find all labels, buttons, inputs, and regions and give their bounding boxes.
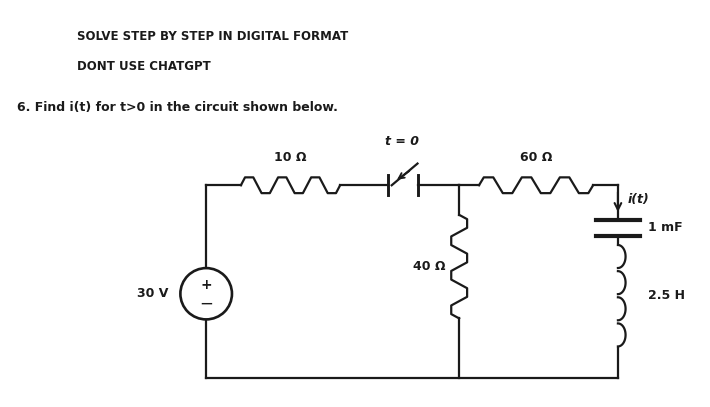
Text: 60 Ω: 60 Ω [520,151,552,164]
Text: +: + [200,278,212,292]
Text: 10 Ω: 10 Ω [274,151,307,164]
Text: 30 V: 30 V [137,287,168,300]
Text: DONT USE CHATGPT: DONT USE CHATGPT [77,60,211,73]
Text: SOLVE STEP BY STEP IN DIGITAL FORMAT: SOLVE STEP BY STEP IN DIGITAL FORMAT [77,31,349,44]
Text: −: − [200,295,213,313]
Text: 6. Find i(t) for t>0 in the circuit shown below.: 6. Find i(t) for t>0 in the circuit show… [16,101,337,114]
Text: 1 mF: 1 mF [648,221,682,234]
Text: 40 Ω: 40 Ω [413,260,445,273]
Text: 2.5 H: 2.5 H [648,289,684,302]
Text: t = 0: t = 0 [385,135,419,148]
Text: i(t): i(t) [628,193,650,206]
